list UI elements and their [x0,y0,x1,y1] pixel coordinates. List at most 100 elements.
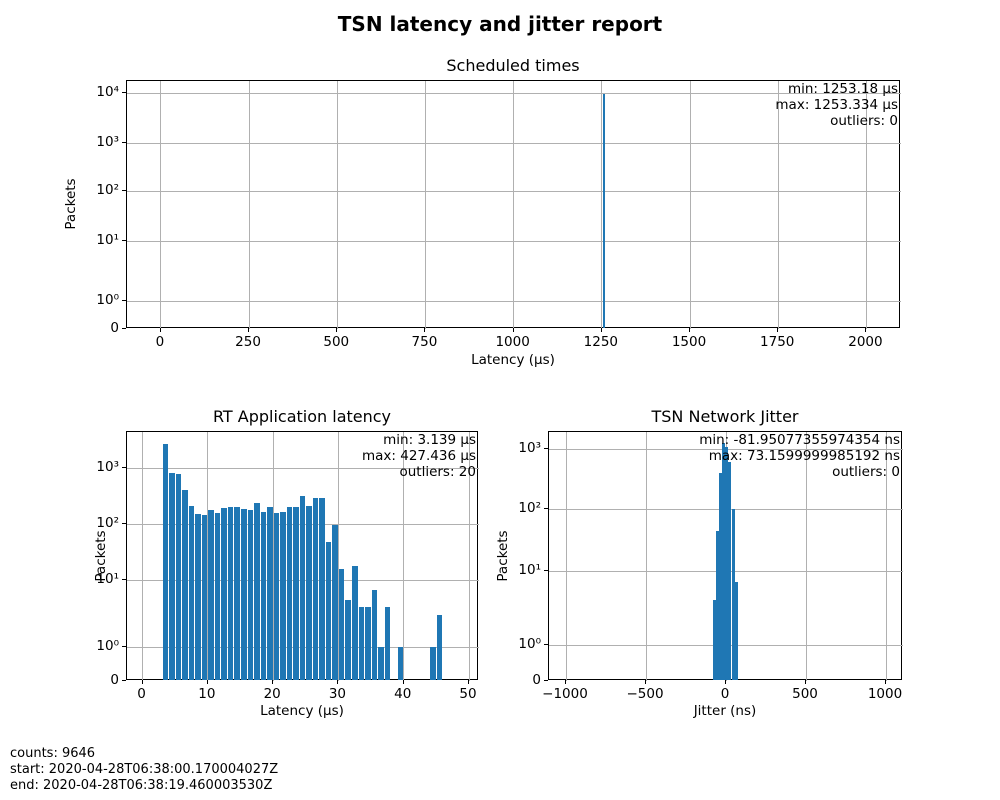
x-tickmark [424,328,426,332]
scheduled-times-annotation: min: 1253.18 µs max: 1253.334 µs outlier… [775,81,898,129]
footer-end-time: end: 2020-04-28T06:38:19.460003530Z [10,777,273,793]
histogram-bar [712,600,716,680]
jitter-ylabel: Packets [495,530,511,582]
jitter-chart [548,431,903,681]
y-tickmark [544,570,548,571]
y-tick-label: 0 [110,672,119,688]
x-tickmark [336,328,338,332]
y-tick-label: 10³ [96,134,119,150]
histogram-bar [227,506,234,680]
x-gridline [513,81,515,329]
histogram-bar [247,509,254,680]
y-tick-label: 10⁰ [96,638,119,654]
histogram-bar [397,647,404,680]
y-gridline [127,142,901,144]
x-tickmark [248,328,250,332]
x-tickmark [272,680,274,684]
x-tick-label: 20 [263,686,281,702]
rt-latency-title: RT Application latency [212,407,392,426]
x-tickmark [865,328,867,332]
histogram-bar [378,647,384,680]
y-tickmark [544,448,548,449]
x-gridline [337,432,339,681]
rt-latency-chart [126,431,479,681]
x-tick-label: 0 [137,686,146,702]
x-tick-label: 1250 [583,334,618,350]
annotation-min: min: 1253.18 µs [787,81,898,97]
x-gridline [777,81,779,329]
histogram-bar [715,530,720,680]
x-tick-label: 50 [459,686,477,702]
y-tick-label: 10⁰ [96,292,119,308]
y-tick-label: 10⁰ [518,636,541,652]
histogram-bar [602,93,605,328]
y-tick-label: 10¹ [518,562,541,578]
histogram-bar [208,509,214,680]
x-tickmark [645,680,646,684]
histogram-bar [719,472,723,680]
y-tick-label: 10² [96,182,119,198]
x-tick-label: 10 [198,686,216,702]
annotation-min: min: 3.139 µs [383,432,476,448]
histogram-bar [221,507,227,680]
x-gridline [885,432,887,681]
x-gridline [424,81,426,329]
histogram-bar [319,498,325,680]
histogram-bar [728,462,732,680]
y-tickmark [122,92,126,93]
histogram-bar [352,565,358,680]
histogram-bar [241,509,247,680]
x-tick-label: 2000 [848,334,883,350]
histogram-bar [332,525,338,680]
x-gridline [805,432,807,681]
rt-latency-xlabel: Latency (µs) [260,703,344,719]
footer-counts: counts: 9646 [10,746,96,761]
rt-latency-annotation: min: 3.139 µs max: 427.436 µs outliers: … [362,432,476,480]
x-tick-label: 500 [792,686,818,702]
y-tick-label: 0 [110,320,119,336]
histogram-bar [312,498,319,680]
histogram-bar [358,606,365,680]
y-tick-label: 10³ [96,459,119,475]
annotation-min: min: -81.95077355974354 ns [699,432,900,448]
histogram-bar [731,509,735,680]
scheduled-times-xlabel: Latency (µs) [471,352,555,368]
x-tickmark [512,328,514,332]
histogram-bar [371,590,378,680]
y-tickmark [122,240,126,241]
y-gridline [127,300,901,302]
x-gridline [272,432,274,681]
x-tick-label: 250 [235,334,261,350]
histogram-bar [267,507,273,680]
histogram-bar [325,542,332,680]
scheduled-times-chart [126,80,901,329]
annotation-outliers: outliers: 20 [399,463,476,480]
x-tickmark [141,680,143,684]
histogram-bar [722,443,726,680]
histogram-bar [365,606,371,680]
x-tick-label: 40 [394,686,412,702]
x-tick-label: 0 [720,686,730,702]
y-gridline [127,240,901,242]
x-tick-label: 1750 [760,334,795,350]
y-tickmark [544,680,548,681]
histogram-bar [293,506,299,680]
y-tickmark [544,644,548,645]
x-tickmark [805,680,806,684]
x-tick-label: −1000 [542,686,588,702]
histogram-bar [234,507,240,680]
y-tickmark [122,190,126,191]
y-tickmark [122,467,126,468]
jitter-xlabel: Jitter (ns) [693,703,757,719]
y-tickmark [122,142,126,143]
x-tickmark [600,328,602,332]
y-gridline [127,190,901,192]
y-tickmark [122,680,126,681]
annotation-outliers: outliers: 0 [832,463,900,480]
histogram-bar [162,443,169,680]
x-tick-label: 1000 [495,334,530,350]
x-gridline [403,432,405,681]
annotation-outliers: outliers: 0 [830,112,898,129]
y-gridline [127,92,901,94]
y-tick-label: 10¹ [96,571,119,587]
